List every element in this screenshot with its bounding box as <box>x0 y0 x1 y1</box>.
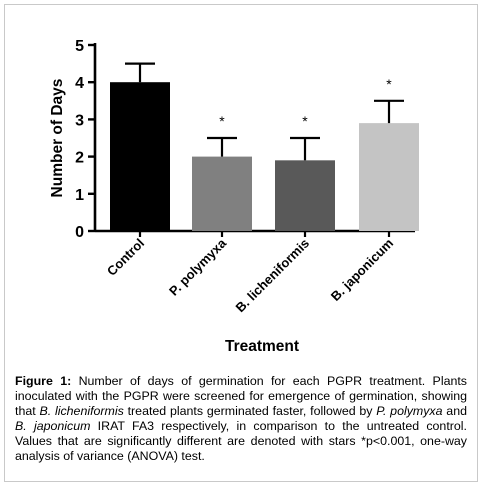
figure-caption: Figure 1: Number of days of germination … <box>15 374 467 465</box>
bar <box>110 82 170 231</box>
bar <box>275 160 335 231</box>
y-tick-label: 5 <box>75 38 84 55</box>
caption-text: Number of days of germination for each P… <box>15 374 467 463</box>
bar <box>192 156 252 231</box>
chart-bars <box>110 62 419 231</box>
significance-star: * <box>302 113 308 129</box>
y-tick-label: 4 <box>75 75 84 92</box>
x-tick-label: P. polymyxa <box>166 235 230 299</box>
significance-star: * <box>219 113 225 129</box>
y-axis-label: Number of Days <box>49 79 66 198</box>
y-tick-label: 3 <box>75 112 84 129</box>
significance-star: * <box>386 76 392 92</box>
x-tick-label: B. japonicum <box>328 236 396 304</box>
caption-label: Figure 1: <box>15 374 72 388</box>
x-tick-label: Control <box>104 236 147 279</box>
caption-segment: IRAT FA3 respectively, in comparison to … <box>15 419 467 464</box>
x-axis-label: Treatment <box>225 338 299 355</box>
caption-species-name: B. licheniformis <box>39 404 124 419</box>
caption-segment: treated plants germinated faster, follow… <box>123 404 377 419</box>
x-tick-label: B. licheniformis <box>233 236 313 316</box>
caption-segment: Number of days of germination for each P… <box>15 374 467 419</box>
bar-chart: 0 1 2 3 4 5 Number of Days Control * P. polymyxa *… <box>49 38 419 355</box>
figure-frame <box>4 4 478 482</box>
y-tick-label: 2 <box>75 150 84 167</box>
caption-species-name: B. japonicum <box>15 419 91 434</box>
y-tick-label: 1 <box>75 187 84 204</box>
bar <box>359 123 419 231</box>
caption-segment: and <box>442 404 467 419</box>
y-tick-label: 0 <box>75 224 84 241</box>
caption-species-name: P. polymyxa <box>376 404 443 419</box>
